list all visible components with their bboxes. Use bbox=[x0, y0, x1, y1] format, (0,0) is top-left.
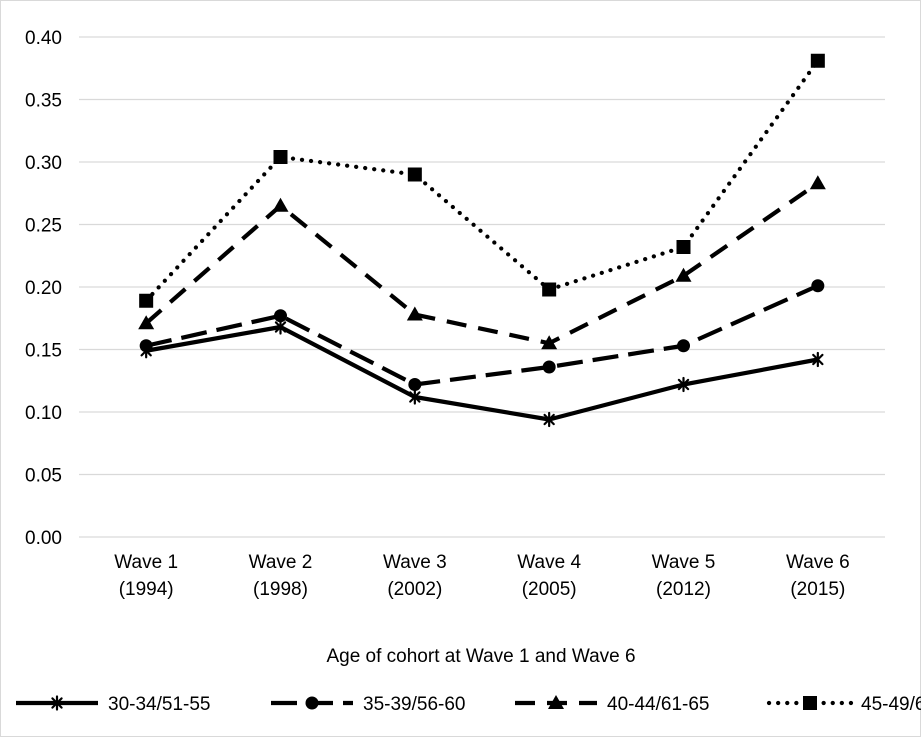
x-tick-label: (2012) bbox=[656, 579, 711, 600]
data-point bbox=[812, 351, 824, 368]
x-tick-label: (1994) bbox=[119, 579, 174, 600]
y-tick-label: 0.30 bbox=[25, 153, 62, 174]
data-point bbox=[139, 339, 153, 353]
legend: 30-34/51-55 35-39/56-60 40-44/61-65 45-49/6… bbox=[16, 694, 921, 715]
legend-marker bbox=[548, 695, 564, 709]
legend-entry: 30-34/51-55 bbox=[16, 694, 210, 715]
data-point bbox=[138, 315, 155, 330]
data-point bbox=[273, 150, 288, 164]
x-axis-tick-labels: Wave 1 (1994) Wave 2 (1998) Wave 3 (2002) Wave… bbox=[114, 552, 849, 600]
legend-label: 35-39/56-60 bbox=[363, 694, 465, 715]
legend-label: 40-44/61-65 bbox=[607, 694, 709, 715]
x-tick-label: (2002) bbox=[387, 579, 442, 600]
series-3 bbox=[138, 175, 826, 350]
series-1 bbox=[140, 319, 824, 428]
y-tick-label: 0.00 bbox=[25, 528, 62, 549]
legend-label: 30-34/51-55 bbox=[108, 694, 210, 715]
legend-entry: 35-39/56-60 bbox=[271, 694, 465, 715]
x-tick-label: Wave 6 bbox=[786, 552, 850, 573]
data-point bbox=[408, 378, 422, 391]
data-point bbox=[407, 167, 422, 182]
data-point bbox=[543, 411, 555, 428]
data-point bbox=[272, 197, 289, 212]
x-tick-label: Wave 5 bbox=[652, 552, 716, 573]
x-tick-label: Wave 1 bbox=[114, 552, 178, 573]
gridlines bbox=[79, 36, 885, 538]
x-tick-label: (2015) bbox=[790, 579, 845, 600]
data-point bbox=[409, 389, 421, 405]
data-point bbox=[810, 53, 825, 68]
series-line bbox=[144, 58, 820, 303]
y-tick-label: 0.10 bbox=[25, 403, 62, 424]
y-tick-label: 0.05 bbox=[25, 466, 62, 487]
series-line bbox=[145, 283, 819, 387]
data-point bbox=[274, 309, 287, 323]
data-point bbox=[811, 279, 825, 293]
legend-entry: 45-49/66-70 bbox=[766, 694, 921, 715]
series-line bbox=[144, 181, 820, 346]
x-tick-label: (2005) bbox=[522, 579, 577, 600]
data-point bbox=[542, 282, 557, 297]
legend-label: 45-49/66-70 bbox=[861, 694, 921, 715]
data-point bbox=[139, 293, 154, 308]
data-point bbox=[676, 240, 691, 254]
legend-marker bbox=[51, 695, 63, 711]
y-tick-label: 0.40 bbox=[25, 28, 62, 49]
data-point bbox=[809, 175, 826, 190]
series-4 bbox=[139, 53, 825, 308]
data-point bbox=[677, 376, 690, 393]
y-tick-label: 0.20 bbox=[25, 278, 62, 299]
data-point bbox=[677, 339, 690, 353]
legend-marker bbox=[803, 696, 817, 710]
y-axis-tick-labels: 0.00 0.05 0.10 0.15 0.20 0.25 0.30 0.35 0.40 bbox=[25, 28, 62, 549]
legend-entry: 40-44/61-65 bbox=[515, 694, 709, 715]
data-point bbox=[274, 319, 287, 335]
x-tick-label: Wave 2 bbox=[249, 552, 313, 573]
data-point bbox=[541, 335, 558, 350]
series-line bbox=[145, 324, 819, 422]
series-lines bbox=[138, 53, 826, 428]
y-tick-label: 0.25 bbox=[25, 216, 62, 237]
legend-marker bbox=[305, 696, 319, 710]
x-axis-title: Age of cohort at Wave 1 and Wave 6 bbox=[326, 646, 635, 667]
y-tick-label: 0.15 bbox=[25, 341, 62, 362]
y-tick-label: 0.35 bbox=[25, 91, 62, 112]
x-tick-label: Wave 4 bbox=[517, 552, 581, 573]
x-tick-label: Wave 3 bbox=[383, 552, 447, 573]
data-point bbox=[406, 306, 423, 321]
data-point bbox=[542, 360, 556, 374]
x-tick-label: (1998) bbox=[253, 579, 308, 600]
data-point bbox=[675, 267, 692, 282]
series-2 bbox=[139, 279, 825, 391]
